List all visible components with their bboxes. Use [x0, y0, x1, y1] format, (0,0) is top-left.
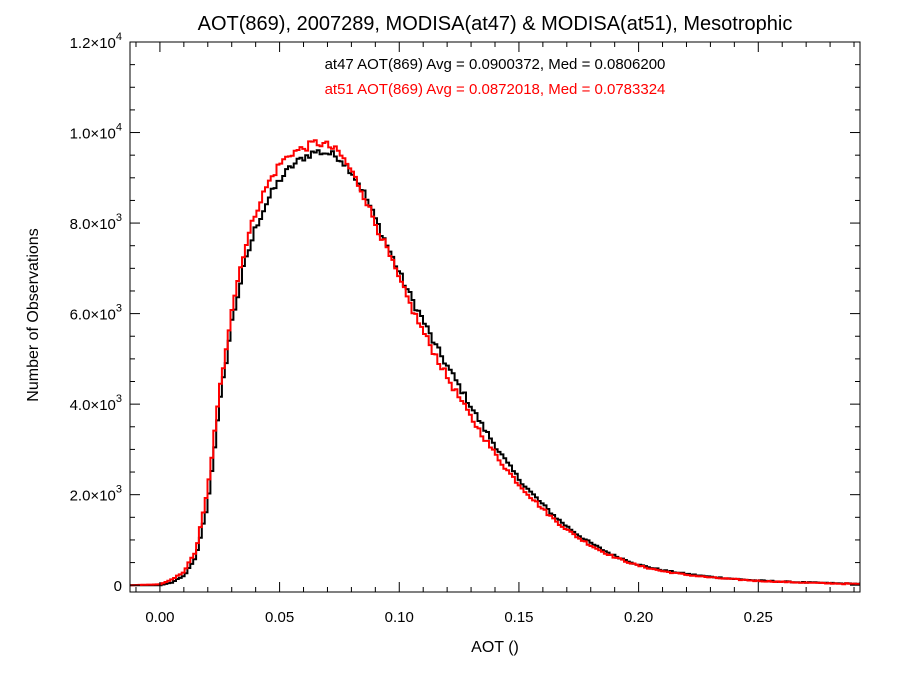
- y-tick-label: 4.0×103: [70, 393, 122, 414]
- annotation-at47: at47 AOT(869) Avg = 0.0900372, Med = 0.0…: [325, 56, 666, 73]
- axes-layer: 0.00 0.05 0.10 0.15 0.20 0.2502.0×1034.0×1036…: [70, 31, 861, 626]
- plot-frame: [129, 41, 861, 593]
- x-tick-label: 0.10: [385, 609, 414, 626]
- y-tick-label: 6.0×103: [70, 303, 122, 324]
- y-tick-mantissa: 1.0×10: [70, 126, 116, 143]
- series-line-1: [130, 139, 861, 587]
- y-tick-exponent: 3: [116, 212, 122, 224]
- y-tick-exponent: 3: [116, 393, 122, 405]
- x-tick-label: 0.05: [265, 609, 294, 626]
- y-tick-mantissa: 4.0×10: [70, 397, 116, 414]
- x-tick-label: 0.25: [744, 609, 773, 626]
- y-tick-mantissa: 0: [114, 578, 122, 595]
- annotation-at51: at51 AOT(869) Avg = 0.0872018, Med = 0.0…: [325, 81, 666, 98]
- y-axis-label: Number of Observations: [25, 228, 42, 401]
- y-tick-label: 2.0×103: [70, 484, 122, 505]
- y-tick-label: 0: [114, 578, 122, 595]
- chart-title: AOT(869), 2007289, MODISA(at47) & MODISA…: [198, 13, 793, 35]
- series-line-0: [130, 149, 861, 587]
- series-layer: [130, 139, 861, 587]
- y-tick-exponent: 4: [116, 31, 122, 43]
- y-tick-exponent: 3: [116, 484, 122, 496]
- x-tick-label: 0.00: [145, 609, 174, 626]
- y-tick-label: 1.2×104: [70, 31, 122, 52]
- x-tick-label: 0.20: [624, 609, 653, 626]
- y-tick-mantissa: 2.0×10: [70, 488, 116, 505]
- y-tick-exponent: 4: [116, 122, 122, 134]
- y-tick-label: 1.0×104: [70, 122, 122, 143]
- y-tick-mantissa: 6.0×10: [70, 307, 116, 324]
- y-tick-label: 8.0×103: [70, 212, 122, 233]
- y-tick-mantissa: 8.0×10: [70, 216, 116, 233]
- x-axis-label: AOT (): [471, 639, 519, 656]
- x-tick-label: 0.15: [504, 609, 533, 626]
- y-tick-exponent: 3: [116, 303, 122, 315]
- y-tick-mantissa: 1.2×10: [70, 35, 116, 52]
